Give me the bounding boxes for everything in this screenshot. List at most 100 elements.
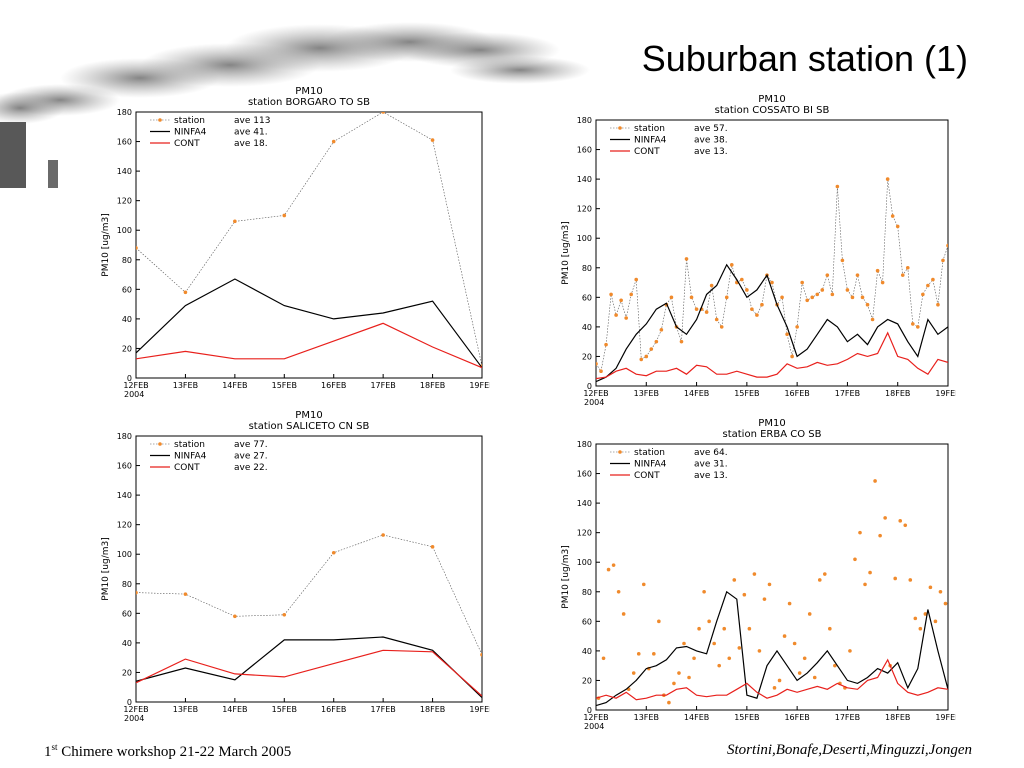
x-tick-label: 18FEB: [885, 713, 910, 722]
y-tick-label: 180: [117, 432, 132, 441]
series-station-point: [880, 280, 885, 285]
x-tick-label: 15FEB: [734, 389, 759, 398]
series-station-point: [724, 295, 729, 300]
series-station-point: [893, 576, 897, 581]
series-cont-line: [136, 322, 482, 369]
legend-ave-cont: ave 18.: [234, 139, 268, 149]
y-tick-label: 0: [587, 382, 592, 391]
series-station-point: [667, 700, 671, 705]
series-station-point: [855, 273, 860, 277]
series-station-point: [916, 325, 920, 329]
series-station-point: [817, 578, 822, 582]
x-tick-label: 14FEB: [222, 705, 247, 714]
chart-panel-borgaro: PM10 station BORGARO TO SB 0 20 40 60 80 100 120…: [96, 84, 495, 406]
series-station-point: [833, 663, 837, 668]
chart-subtitle: station ERBA CO SB: [723, 429, 822, 440]
series-station-point: [684, 257, 689, 261]
x-tick-label: 19FEB: [935, 389, 956, 398]
series-station-point: [772, 686, 777, 690]
series-station-point: [845, 288, 850, 292]
series-station-point: [601, 656, 606, 661]
series-station-point: [800, 280, 804, 285]
series-station-point: [707, 619, 711, 624]
series-station-point: [873, 479, 877, 483]
series-station-point: [936, 302, 940, 307]
series-station-point: [802, 656, 807, 661]
legend-ave-ninfa4: ave 27.: [234, 452, 268, 462]
series-station-point: [908, 578, 913, 582]
legend-label-ninfa4: NINFA4: [174, 128, 207, 138]
series-station-point: [941, 258, 945, 263]
plot-frame: [595, 443, 949, 711]
series-station-point: [639, 357, 644, 362]
series-station-point: [740, 277, 744, 282]
x-tick-label: 13FEB: [173, 381, 198, 390]
legend-label-cont: CONT: [634, 147, 660, 157]
series-station-point: [805, 298, 809, 303]
series-station-point: [928, 585, 933, 590]
series-station-point: [480, 652, 482, 657]
plot-area: [136, 112, 482, 369]
series-station-point: [807, 612, 812, 616]
series-station-point: [641, 582, 646, 587]
series-station-point: [136, 246, 138, 250]
series-station-point: [636, 652, 641, 656]
series-station-point: [878, 533, 882, 538]
series-station-point: [848, 649, 852, 653]
x-tick-label: 14FEB: [684, 713, 709, 722]
x-tick-label: 13FEB: [173, 705, 198, 714]
series-station-point: [624, 316, 628, 320]
x-tick-label: 17FEB: [370, 705, 395, 714]
year-label: 2004: [124, 714, 144, 723]
y-tick-label: 140: [117, 491, 132, 500]
series-station-point: [823, 572, 827, 576]
chart-panel-erba: PM10 station ERBA CO SB 0 20 40 60 80 100 120 140…: [556, 416, 961, 738]
series-station-point: [732, 578, 737, 582]
chart-title: PM10: [295, 86, 322, 97]
x-tick-label: 18FEB: [885, 389, 910, 398]
legend-ave-ninfa4: ave 41.: [234, 128, 268, 138]
y-tick-label: 0: [587, 706, 592, 715]
y-tick-label: 20: [122, 344, 132, 353]
legend-ave-station: ave 113: [234, 116, 270, 126]
series-station-point: [430, 545, 435, 549]
series-station-point: [233, 614, 237, 619]
year-label: 2004: [584, 722, 604, 731]
x-tick-label: 17FEB: [835, 389, 860, 398]
series-station-point: [790, 354, 794, 359]
series-station-point: [900, 273, 905, 277]
series-station-point: [682, 641, 686, 646]
smoke-cloud: [0, 22, 590, 124]
legend-label-ninfa4: NINFA4: [634, 136, 667, 146]
series-station-point: [853, 557, 857, 562]
series-station-point: [672, 681, 676, 686]
series-station-line: [596, 179, 948, 372]
series-station-point: [704, 310, 709, 314]
year-label: 2004: [124, 390, 144, 399]
series-cont-line: [596, 331, 948, 380]
series-station-point: [652, 652, 656, 656]
year-label: 2004: [584, 398, 604, 407]
y-axis-label: PM10 [ug/m3]: [561, 545, 571, 608]
footer-authors: Stortini,Bonafe,Deserti,Minguzzi,Jongen: [727, 742, 972, 758]
series-station-point: [616, 589, 621, 594]
x-tick-label: 19FEB: [935, 713, 956, 722]
smokestack-logo: [0, 22, 590, 188]
series-station-point: [669, 295, 674, 300]
series-station-point: [895, 224, 900, 229]
series-station-point: [752, 572, 757, 576]
y-tick-label: 80: [582, 264, 592, 273]
legend-label-station: station: [174, 440, 205, 450]
series-station-point: [619, 298, 623, 303]
series-station-point: [931, 277, 935, 282]
series-station-point: [719, 325, 724, 329]
series-station-point: [762, 597, 767, 601]
series-station-point: [797, 671, 802, 675]
plot-area: [596, 177, 948, 383]
legend-ave-cont: ave 13.: [694, 471, 728, 481]
legend-label-ninfa4: NINFA4: [174, 452, 207, 462]
legend-ave-ninfa4: ave 31.: [694, 460, 728, 470]
plot-area: [136, 533, 482, 699]
